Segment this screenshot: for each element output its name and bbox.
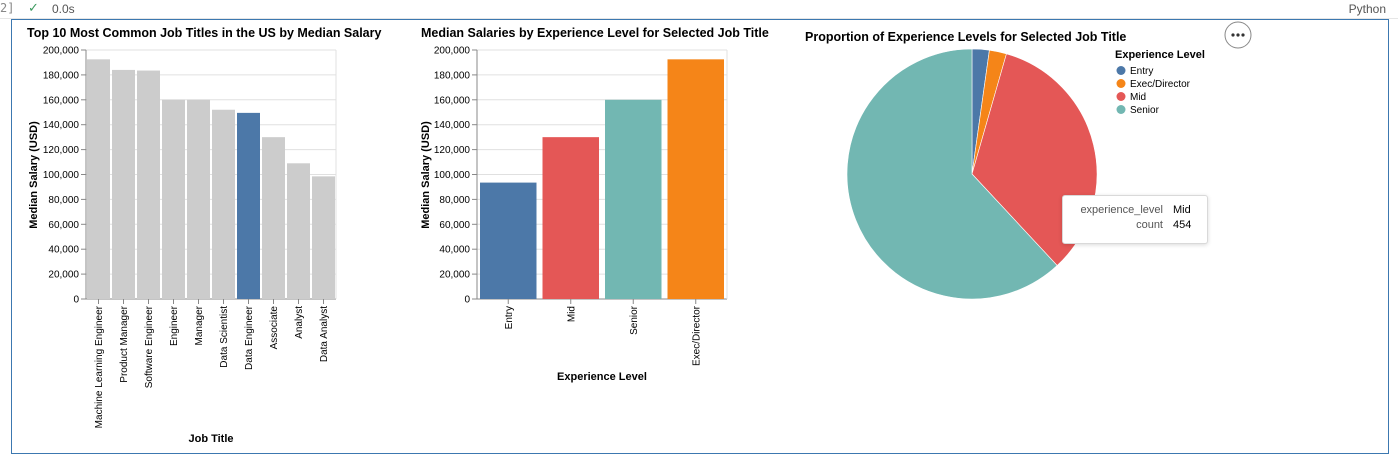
chart-top-job-titles: Top 10 Most Common Job Titles in the US …	[27, 26, 382, 445]
x-tick-label: Data Analyst	[319, 306, 330, 362]
bar[interactable]	[212, 109, 235, 299]
chart-actions-button[interactable]	[1224, 21, 1252, 49]
y-tick-label: 140,000	[43, 120, 80, 131]
cell-header: 2] ✓ 0.0s Python	[0, 0, 1398, 19]
legend-item-label[interactable]: Mid	[1130, 92, 1146, 103]
y-tick-label: 160,000	[434, 95, 471, 106]
tooltip-value: Mid	[1173, 204, 1191, 216]
y-tick-label: 120,000	[434, 145, 471, 156]
legend-item-label[interactable]: Exec/Director	[1130, 79, 1191, 90]
y-axis-label: Median Salary (USD)	[420, 121, 432, 229]
y-tick-label: 40,000	[48, 245, 79, 256]
legend-swatch	[1116, 92, 1126, 101]
y-tick-label: 20,000	[439, 270, 470, 281]
bar[interactable]	[137, 70, 160, 299]
ellipsis-icon	[1231, 33, 1245, 37]
bar[interactable]	[605, 99, 662, 299]
y-axis-label: Median Salary (USD)	[28, 121, 40, 229]
bar[interactable]	[162, 99, 185, 299]
bar[interactable]	[312, 176, 335, 299]
y-tick-label: 180,000	[434, 70, 471, 81]
legend-swatch	[1116, 66, 1126, 75]
x-axis-label: Experience Level	[557, 371, 647, 383]
x-tick-label: Machine Learning Engineer	[94, 305, 105, 428]
legend-item-label[interactable]: Entry	[1130, 66, 1153, 77]
x-tick-label: Entry	[504, 306, 515, 329]
chart-title: Top 10 Most Common Job Titles in the US …	[27, 26, 382, 40]
y-tick-label: 100,000	[43, 170, 80, 181]
bar[interactable]	[542, 137, 600, 299]
x-tick-label: Manager	[194, 305, 205, 345]
legend-title: Experience Level	[1115, 49, 1205, 61]
x-tick-label: Associate	[269, 306, 280, 350]
bar[interactable]	[87, 59, 110, 300]
y-tick-label: 140,000	[434, 120, 471, 131]
y-tick-label: 80,000	[48, 195, 79, 206]
pie-slice[interactable]	[846, 48, 1058, 300]
chart-title: Proportion of Experience Levels for Sele…	[805, 30, 1126, 44]
y-tick-label: 60,000	[48, 220, 79, 231]
x-tick-label: Exec/Director	[691, 305, 702, 366]
chart-experience-proportion: Proportion of Experience Levels for Sele…	[805, 21, 1252, 300]
y-tick-label: 80,000	[439, 195, 470, 206]
y-tick-label: 0	[464, 295, 470, 306]
y-tick-label: 100,000	[434, 170, 471, 181]
bar[interactable]	[287, 163, 310, 299]
bar[interactable]	[480, 182, 537, 299]
execution-time: 0.0s	[52, 2, 75, 16]
y-tick-label: 180,000	[43, 70, 80, 81]
tooltip-value: 454	[1173, 219, 1192, 231]
x-tick-label: Data Engineer	[244, 305, 255, 370]
x-tick-label: Mid	[566, 306, 577, 322]
y-tick-label: 0	[73, 295, 79, 306]
x-tick-label: Analyst	[294, 306, 305, 339]
bar[interactable]	[262, 137, 285, 299]
legend-swatch	[1116, 79, 1126, 88]
bar[interactable]	[667, 59, 725, 300]
legend-item-label[interactable]: Senior	[1130, 105, 1160, 116]
check-icon: ✓	[28, 0, 39, 15]
bar[interactable]	[237, 112, 260, 299]
x-tick-label: Software Engineer	[144, 305, 155, 388]
y-tick-label: 60,000	[439, 220, 470, 231]
chart-salaries-by-experience: Median Salaries by Experience Level for …	[420, 26, 769, 383]
y-tick-label: 20,000	[48, 270, 79, 281]
bar[interactable]	[112, 69, 135, 299]
y-tick-label: 120,000	[43, 145, 80, 156]
y-tick-label: 200,000	[43, 46, 80, 57]
x-tick-label: Senior	[629, 305, 640, 335]
y-tick-label: 160,000	[43, 95, 80, 106]
y-tick-label: 200,000	[434, 46, 471, 57]
cell-execution-bracket: 2]	[0, 1, 15, 15]
x-tick-label: Engineer	[169, 305, 180, 346]
x-tick-label: Data Scientist	[219, 306, 230, 368]
legend-swatch	[1116, 105, 1126, 114]
tooltip-key: count	[1136, 219, 1163, 231]
pie-tooltip: experience_level Mid count 454	[1062, 195, 1208, 244]
kernel-language-label[interactable]: Python	[1348, 2, 1386, 16]
y-tick-label: 40,000	[439, 245, 470, 256]
tooltip-key: experience_level	[1080, 204, 1163, 216]
x-tick-label: Product Manager	[119, 305, 130, 382]
chart-title: Median Salaries by Experience Level for …	[421, 26, 769, 40]
x-axis-label: Job Title	[188, 433, 233, 445]
bar[interactable]	[187, 99, 210, 299]
